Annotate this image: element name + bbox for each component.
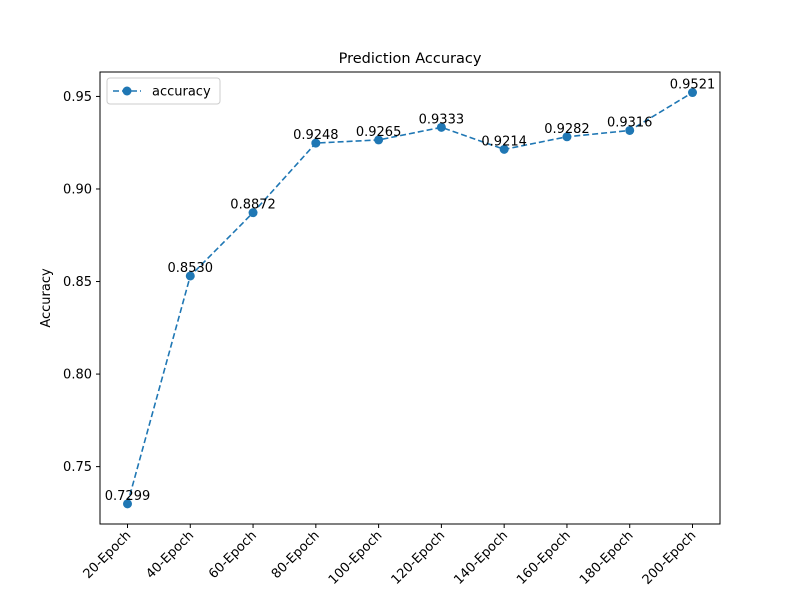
- x-tick-label: 80-Epoch: [269, 528, 323, 582]
- legend-label: accuracy: [152, 85, 211, 100]
- data-label: 0.9521: [670, 78, 716, 93]
- data-point: [185, 271, 195, 281]
- data-label: 0.9316: [607, 115, 653, 130]
- x-tick-label: 140-Epoch: [451, 528, 511, 588]
- data-label: 0.9333: [419, 112, 465, 127]
- x-tick-label: 20-Epoch: [81, 528, 135, 582]
- data-label: 0.7299: [105, 489, 151, 504]
- x-tick-label: 60-Epoch: [206, 528, 260, 582]
- series-line-accuracy: [126, 91, 693, 505]
- legend-box: [106, 77, 221, 105]
- y-tick-label: 0.75: [63, 460, 92, 475]
- y-tick-label: 0.95: [63, 90, 92, 105]
- y-axis-label: Accuracy: [39, 268, 54, 328]
- data-point: [123, 499, 132, 509]
- data-point: [436, 122, 446, 132]
- y-tick-label: 0.80: [63, 368, 92, 383]
- x-tick-label: 200-Epoch: [640, 528, 700, 588]
- data-label: 0.8530: [168, 261, 214, 276]
- plot-area: 0.75 0.80 0.85 0.90 0.95 20-Epoch 40-Epoch 60-E…: [63, 71, 721, 588]
- data-point: [248, 208, 258, 218]
- data-point: [688, 88, 697, 98]
- x-tick-label: 120-Epoch: [389, 528, 449, 588]
- data-label: 0.9248: [293, 128, 339, 143]
- data-label: 0.9282: [544, 122, 590, 137]
- data-point: [625, 125, 635, 135]
- data-point: [562, 132, 572, 142]
- data-label: 0.9214: [481, 134, 527, 149]
- x-tick-label: 40-Epoch: [143, 528, 197, 582]
- y-tick-label: 0.90: [63, 182, 92, 197]
- data-point: [374, 135, 384, 145]
- plot-frame: [99, 71, 721, 525]
- y-tick-label: 0.85: [63, 275, 92, 290]
- x-tick-label: 160-Epoch: [514, 528, 574, 588]
- legend-marker: [122, 86, 132, 96]
- legend: accuracy: [106, 77, 221, 105]
- x-tick-label: 180-Epoch: [577, 528, 637, 588]
- x-tick-label: 100-Epoch: [326, 528, 386, 588]
- data-point: [499, 144, 509, 154]
- data-label: 0.9265: [356, 125, 402, 140]
- chart-title: Prediction Accuracy: [339, 51, 482, 67]
- data-point: [311, 138, 321, 148]
- data-label: 0.8872: [230, 198, 276, 213]
